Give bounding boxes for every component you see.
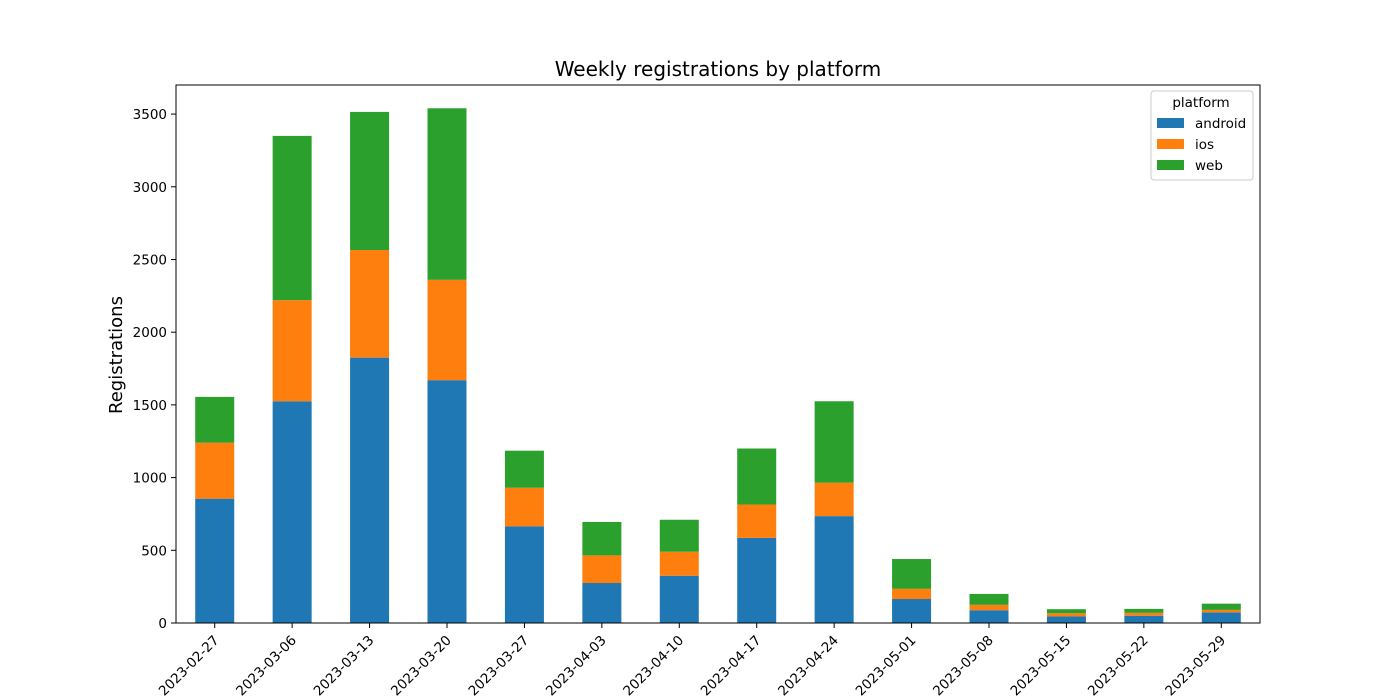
bar-web-2023-04-24 [814,401,854,483]
bar-android-2023-04-10 [659,575,699,623]
bar-ios-2023-03-06 [272,300,312,402]
x-tick-label: 2023-03-13 [311,633,378,700]
x-tick-label: 2023-03-27 [465,633,532,700]
bar-android-2023-05-08 [969,610,1009,623]
chart-title: Weekly registrations by platform [555,57,882,81]
bar-web-2023-03-27 [504,450,544,488]
bar-android-2023-03-20 [427,380,467,623]
y-axis-label: Registrations [106,296,127,414]
bar-ios-2023-05-08 [969,604,1009,611]
bar-android-2023-05-01 [892,599,932,623]
bar-web-2023-04-03 [582,521,622,556]
x-tick-label: 2023-04-17 [698,633,765,700]
bar-ios-2023-05-22 [1124,612,1164,616]
bar-android-2023-05-15 [1046,616,1086,623]
bar-web-2023-03-06 [272,135,312,301]
y-tick-label: 3500 [133,107,167,123]
bar-web-2023-04-17 [737,448,777,505]
bar-web-2023-03-20 [427,108,467,280]
x-tick-label: 2023-05-01 [853,633,920,700]
x-tick-label: 2023-04-03 [543,633,610,700]
bar-ios-2023-04-24 [814,482,854,517]
x-tick-label: 2023-05-08 [930,633,997,700]
bar-ios-2023-05-29 [1201,609,1241,613]
bar-ios-2023-04-03 [582,555,622,584]
y-tick-label: 3000 [133,180,167,196]
bar-android-2023-04-17 [737,537,777,623]
bar-android-2023-05-22 [1124,615,1164,623]
bars-group [195,108,1241,623]
bar-android-2023-03-13 [350,357,390,623]
bar-web-2023-05-08 [969,593,1009,605]
x-tick-label: 2023-05-22 [1085,633,1152,700]
bar-android-2023-04-24 [814,516,854,623]
bar-ios-2023-03-20 [427,279,467,381]
bar-web-2023-05-01 [892,559,932,589]
bar-ios-2023-05-15 [1046,613,1086,617]
legend-swatch-ios [1157,139,1184,149]
bar-android-2023-04-03 [582,583,622,623]
legend-swatch-android [1157,118,1184,128]
y-tick-label: 0 [158,616,167,632]
legend-label-web: web [1195,158,1223,174]
bar-ios-2023-04-10 [659,551,699,576]
y-tick-label: 1000 [133,471,167,487]
x-tick-label: 2023-05-15 [1007,633,1074,700]
bar-ios-2023-05-01 [892,588,932,600]
bar-web-2023-02-27 [195,396,235,443]
bar-ios-2023-02-27 [195,442,235,499]
bar-web-2023-05-15 [1046,609,1086,614]
legend-frame [1150,90,1254,181]
legend: platform android ios web [1150,90,1254,181]
x-tick-label: 2023-03-20 [388,633,455,700]
bar-ios-2023-04-17 [737,504,777,538]
y-tick-label: 1500 [133,398,167,414]
bar-web-2023-05-29 [1201,603,1241,610]
legend-label-ios: ios [1195,137,1214,153]
x-tick-label: 2023-02-27 [156,633,223,700]
plot-frame [175,84,1261,624]
x-tick-label: 2023-04-10 [620,633,687,700]
bar-android-2023-05-29 [1201,612,1241,623]
legend-title: platform [1172,95,1229,111]
bar-ios-2023-03-13 [350,250,390,358]
bar-android-2023-03-06 [272,401,312,623]
y-tick-label: 500 [141,543,167,559]
x-tick-label: 2023-03-06 [233,633,300,700]
bar-ios-2023-03-27 [504,487,544,527]
bar-android-2023-02-27 [195,498,235,623]
x-tick-label: 2023-04-24 [775,633,842,700]
bar-web-2023-03-13 [350,111,390,251]
x-tick-label: 2023-05-29 [1162,633,1229,700]
y-tick-label: 2500 [133,252,167,268]
bar-android-2023-03-27 [504,526,544,623]
legend-label-android: android [1195,116,1246,132]
y-tick-label: 2000 [133,325,167,341]
legend-swatch-web [1157,160,1184,170]
bar-web-2023-04-10 [659,519,699,552]
bar-web-2023-05-22 [1124,608,1164,613]
